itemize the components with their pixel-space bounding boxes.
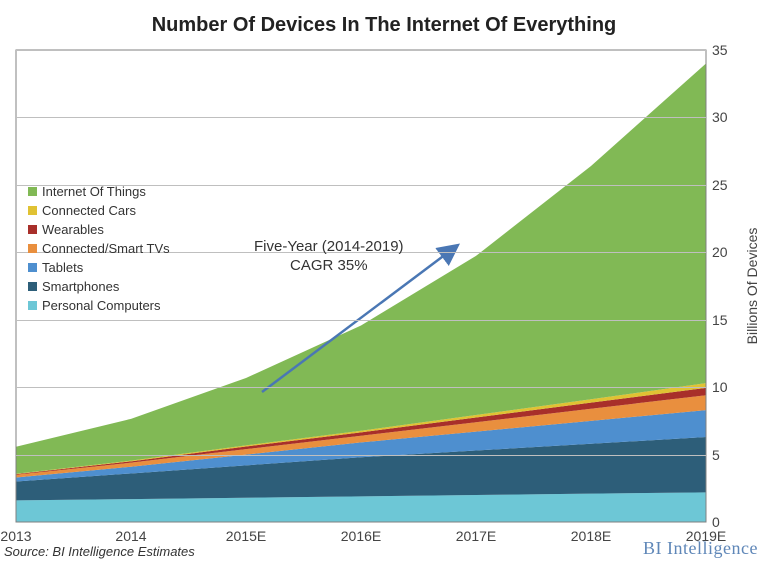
x-tick-label: 2016E: [341, 528, 381, 544]
legend-swatch: [28, 263, 37, 272]
y-axis-label: Billions Of Devices: [744, 228, 760, 345]
y-tick-label: 10: [712, 379, 742, 395]
legend-swatch: [28, 225, 37, 234]
grid-line: [16, 522, 706, 523]
legend-item: Connected Cars: [28, 201, 170, 219]
legend-item: Internet Of Things: [28, 182, 170, 200]
annotation-line1: Five-Year (2014-2019): [254, 238, 404, 255]
x-tick-label: 2014: [115, 528, 146, 544]
legend-swatch: [28, 187, 37, 196]
x-tick-label: 2015E: [226, 528, 266, 544]
legend-item: Smartphones: [28, 277, 170, 295]
x-tick-label: 2013: [0, 528, 31, 544]
chart-title: Number Of Devices In The Internet Of Eve…: [0, 14, 768, 37]
grid-line: [16, 455, 706, 456]
legend-label: Connected Cars: [42, 203, 136, 218]
annotation-line2: CAGR 35%: [290, 257, 368, 274]
y-tick-label: 30: [712, 109, 742, 125]
legend-label: Connected/Smart TVs: [42, 241, 170, 256]
y-tick-label: 15: [712, 312, 742, 328]
x-tick-label: 2018E: [571, 528, 611, 544]
legend-label: Internet Of Things: [42, 184, 146, 199]
legend-item: Tablets: [28, 258, 170, 276]
legend-label: Tablets: [42, 260, 83, 275]
legend-item: Wearables: [28, 220, 170, 238]
legend-swatch: [28, 244, 37, 253]
legend-label: Smartphones: [42, 279, 119, 294]
y-tick-label: 25: [712, 177, 742, 193]
x-tick-label: 2017E: [456, 528, 496, 544]
y-tick-label: 35: [712, 42, 742, 58]
grid-line: [16, 387, 706, 388]
grid-line: [16, 117, 706, 118]
legend-swatch: [28, 282, 37, 291]
grid-line: [16, 50, 706, 51]
source-text: Source: BI Intelligence Estimates: [4, 544, 195, 559]
legend-label: Wearables: [42, 222, 104, 237]
y-tick-label: 20: [712, 244, 742, 260]
legend-label: Personal Computers: [42, 298, 161, 313]
brand-text: BI Intelligence: [643, 538, 758, 559]
cagr-annotation: Five-Year (2014-2019) CAGR 35%: [254, 238, 404, 276]
legend-item: Personal Computers: [28, 296, 170, 314]
grid-line: [16, 320, 706, 321]
legend: Internet Of Things Connected Cars Wearable…: [28, 182, 170, 315]
legend-swatch: [28, 301, 37, 310]
legend-item: Connected/Smart TVs: [28, 239, 170, 257]
legend-swatch: [28, 206, 37, 215]
y-tick-label: 5: [712, 447, 742, 463]
